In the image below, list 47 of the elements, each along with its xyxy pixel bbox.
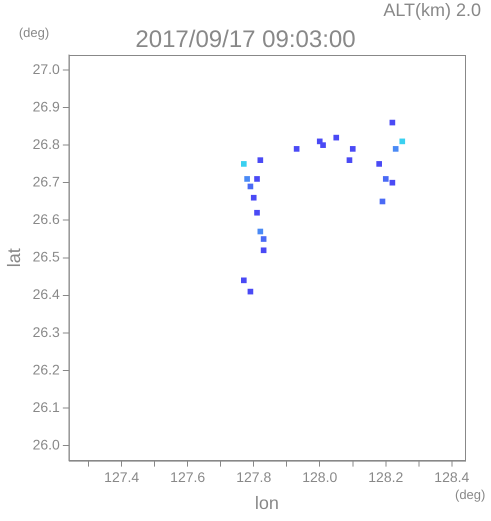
x-tick-label: 127.4 [104, 468, 140, 485]
point [250, 194, 257, 201]
point [376, 161, 382, 167]
y-axis-title: lat [4, 248, 24, 268]
point [257, 157, 264, 163]
point [380, 198, 386, 204]
y-tick-label: 26.1 [32, 398, 60, 415]
x-tick-label: 127.8 [236, 468, 272, 485]
point [392, 146, 398, 152]
y-tick-label: 26.5 [32, 248, 60, 265]
x-tick-label: 127.6 [170, 468, 206, 485]
point [390, 120, 396, 126]
point [399, 138, 406, 144]
chart-title: 2017/09/17 09:03:00 [135, 26, 356, 53]
point [333, 134, 340, 140]
point [240, 278, 247, 284]
point [254, 210, 260, 216]
point [254, 176, 260, 182]
y-tick-label: 26.9 [32, 98, 60, 114]
point [257, 228, 264, 234]
point [294, 146, 300, 152]
y-tick-label: 27.0 [32, 60, 60, 77]
point [260, 236, 266, 242]
x-axis-title: lon [254, 493, 279, 514]
y-tick-label: 26.4 [32, 286, 60, 302]
chart-subtitle: ALT(km) 2.0 [383, 0, 481, 21]
x-tick-label: 128.2 [368, 468, 404, 485]
y-tick-label: 26.0 [32, 436, 60, 452]
point [320, 142, 326, 148]
point [248, 288, 254, 294]
x-tick-label: 128.0 [302, 468, 338, 485]
point [260, 247, 266, 254]
y-tick-label: 26.3 [32, 324, 60, 340]
y-tick-label: 26.6 [32, 211, 60, 228]
point [350, 146, 356, 152]
y-tick-label: 26.2 [32, 361, 60, 378]
point [248, 184, 254, 190]
text: (deg) [455, 486, 486, 502]
point [382, 176, 389, 182]
x-tick-label: 128.4 [434, 468, 470, 485]
point [390, 180, 396, 186]
point [240, 161, 247, 167]
text: (deg) [18, 25, 50, 40]
y-tick-label: 26.8 [32, 136, 60, 152]
point [244, 176, 250, 182]
y-tick-label: 26.7 [32, 174, 60, 190]
point [346, 157, 352, 163]
